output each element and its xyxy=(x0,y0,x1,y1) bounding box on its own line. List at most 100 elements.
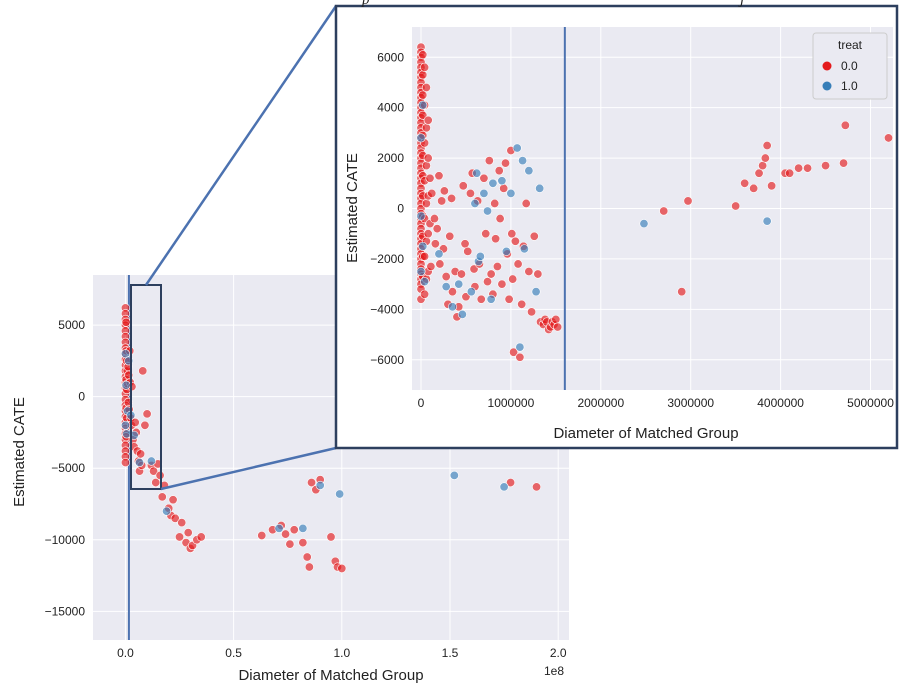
inset-x-axis-label: Diameter of Matched Group xyxy=(553,425,738,442)
inset-point-treat-1 xyxy=(420,277,430,287)
inset-point-treat-0 xyxy=(423,229,433,239)
inset-point-treat-0 xyxy=(447,193,457,203)
main-x-tick-label: 2.0 xyxy=(550,646,567,660)
inset-point-treat-1 xyxy=(466,287,476,297)
inset-point-treat-0 xyxy=(740,178,750,188)
main-point-treat-0 xyxy=(326,532,336,542)
inset-point-treat-0 xyxy=(434,171,444,181)
inset-x-tick-label: 1000000 xyxy=(488,396,535,410)
legend-title: treat xyxy=(838,38,863,52)
inset-x-tick-label: 0 xyxy=(418,396,425,410)
inset-point-treat-0 xyxy=(499,183,509,193)
inset-point-treat-0 xyxy=(427,188,437,198)
inset-point-treat-1 xyxy=(486,294,496,304)
inset-point-treat-0 xyxy=(510,236,520,246)
inset-point-treat-1 xyxy=(475,251,485,261)
inset-point-treat-0 xyxy=(420,251,430,261)
main-point-treat-0 xyxy=(285,539,295,549)
inset-point-treat-0 xyxy=(481,229,491,239)
inset-y-tick-label: 6000 xyxy=(377,50,404,64)
inset-point-treat-1 xyxy=(518,156,528,166)
inset-y-tick-label: 2000 xyxy=(377,151,404,165)
legend: treat 0.0 1.0 xyxy=(812,32,888,100)
main-point-treat-0 xyxy=(506,478,516,488)
inset-point-treat-0 xyxy=(418,50,428,60)
inset-point-treat-0 xyxy=(490,198,500,208)
inset-point-treat-0 xyxy=(421,198,431,208)
main-point-treat-0 xyxy=(149,466,159,476)
main-point-treat-1 xyxy=(120,420,130,430)
inset-point-treat-1 xyxy=(535,183,545,193)
inset-y-tick-label: 0 xyxy=(397,202,404,216)
inset-point-treat-1 xyxy=(512,143,522,153)
main-x-tick-labels: 0.0 0.5 1.0 1.5 2.0 xyxy=(117,646,567,660)
main-point-treat-0 xyxy=(532,482,542,492)
main-x-tick-label: 1.5 xyxy=(442,646,459,660)
main-point-treat-0 xyxy=(304,562,314,572)
inset-point-treat-0 xyxy=(659,206,669,216)
inset-point-treat-0 xyxy=(445,231,455,241)
inset-x-tick-label: 5000000 xyxy=(847,396,894,410)
inset-point-treat-0 xyxy=(533,269,543,279)
main-point-treat-1 xyxy=(499,482,509,492)
inset-point-treat-0 xyxy=(515,352,525,362)
inset-point-treat-0 xyxy=(513,259,523,269)
inset-point-treat-0 xyxy=(524,267,534,277)
main-point-treat-0 xyxy=(142,409,152,419)
inset-point-treat-0 xyxy=(458,181,468,191)
inset-point-treat-0 xyxy=(521,198,531,208)
inset-point-treat-0 xyxy=(517,299,527,309)
inset-point-treat-1 xyxy=(441,282,451,292)
inset-point-treat-0 xyxy=(432,224,442,234)
inset-point-treat-0 xyxy=(495,214,505,224)
inset-point-treat-1 xyxy=(524,166,534,176)
inset-y-tick-label: 4000 xyxy=(377,101,404,115)
inset-point-treat-0 xyxy=(456,269,466,279)
main-point-treat-1 xyxy=(135,458,145,468)
main-point-treat-0 xyxy=(177,518,187,528)
inset-point-treat-1 xyxy=(515,342,525,352)
main-point-treat-0 xyxy=(307,478,317,488)
inset-point-treat-0 xyxy=(479,173,489,183)
main-point-treat-0 xyxy=(120,458,130,468)
inset-point-treat-1 xyxy=(416,211,426,221)
inset-point-treat-0 xyxy=(760,153,770,163)
inset-point-treat-0 xyxy=(421,123,431,133)
inset-point-treat-0 xyxy=(762,140,772,150)
legend-box xyxy=(812,32,888,100)
main-y-tick-label: −5000 xyxy=(51,461,85,475)
inset-point-treat-1 xyxy=(479,188,489,198)
inset-point-treat-1 xyxy=(470,198,480,208)
inset-point-treat-0 xyxy=(803,163,813,173)
inset-point-treat-0 xyxy=(426,261,436,271)
main-point-treat-0 xyxy=(183,528,193,538)
inset-point-treat-0 xyxy=(420,62,430,72)
inset-point-treat-0 xyxy=(460,239,470,249)
inset-point-treat-1 xyxy=(762,216,772,226)
main-point-treat-1 xyxy=(298,523,308,533)
main-point-treat-0 xyxy=(298,538,308,548)
inset-point-treat-0 xyxy=(504,294,514,304)
inset-x-tick-labels: 0 1000000 2000000 3000000 4000000 5000000 xyxy=(418,396,895,410)
inset-point-treat-0 xyxy=(758,161,768,171)
inset-point-treat-0 xyxy=(731,201,741,211)
inset-point-treat-1 xyxy=(447,302,457,312)
inset-point-treat-0 xyxy=(884,133,894,143)
inset-x-tick-label: 3000000 xyxy=(667,396,714,410)
inset-point-treat-1 xyxy=(639,219,649,229)
main-point-treat-0 xyxy=(302,552,312,562)
inset-point-treat-0 xyxy=(486,269,496,279)
main-point-treat-0 xyxy=(281,529,291,539)
main-point-treat-0 xyxy=(289,525,299,535)
inset-point-treat-1 xyxy=(519,244,529,254)
main-point-treat-1 xyxy=(129,430,139,440)
inset-point-treat-0 xyxy=(465,188,475,198)
inset-point-treat-0 xyxy=(497,279,507,289)
legend-entry-treat-1: 1.0 xyxy=(841,79,858,93)
inset-point-treat-0 xyxy=(529,231,539,241)
inset-point-treat-0 xyxy=(421,83,431,93)
inset-point-treat-0 xyxy=(821,161,831,171)
main-y-tick-label: 5000 xyxy=(58,318,85,332)
inset-point-treat-0 xyxy=(437,196,447,206)
